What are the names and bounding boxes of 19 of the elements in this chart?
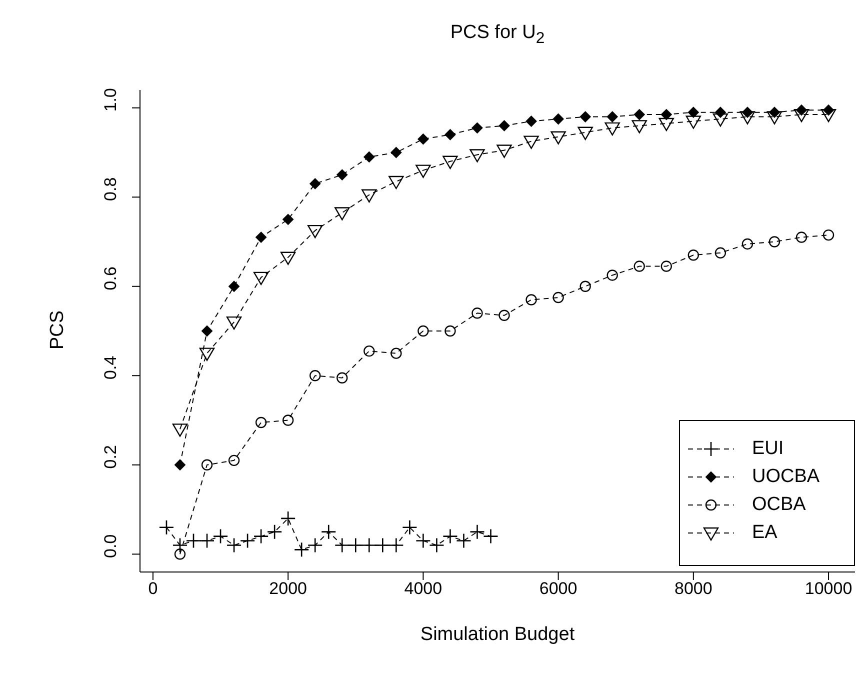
chart-title: PCS for U$_{2}$ <box>449 22 546 48</box>
y-tick-label: 0.4 <box>101 356 120 380</box>
y-tick-label: 0.2 <box>101 445 120 469</box>
x-tick-label: 10000 <box>804 579 852 598</box>
x-tick-label: 2000 <box>269 579 307 598</box>
y-axis-title: PCS <box>47 309 69 352</box>
y-tick-label: 1.0 <box>101 88 120 112</box>
legend-label: EA <box>752 522 778 544</box>
legend-label: EUI <box>752 438 784 460</box>
legend-label: OCBA <box>752 494 806 516</box>
y-tick-label: 0.8 <box>101 177 120 201</box>
x-tick-label: 0 <box>148 579 158 598</box>
legend-label: UOCBA <box>752 466 820 488</box>
x-tick-label: 4000 <box>404 579 442 598</box>
y-tick-label: 0.0 <box>101 534 120 558</box>
y-tick-label: 0.6 <box>101 266 120 290</box>
x-tick-label: 6000 <box>539 579 578 598</box>
x-axis-title: Simulation Budget <box>419 624 576 646</box>
x-tick-label: 8000 <box>674 579 712 598</box>
